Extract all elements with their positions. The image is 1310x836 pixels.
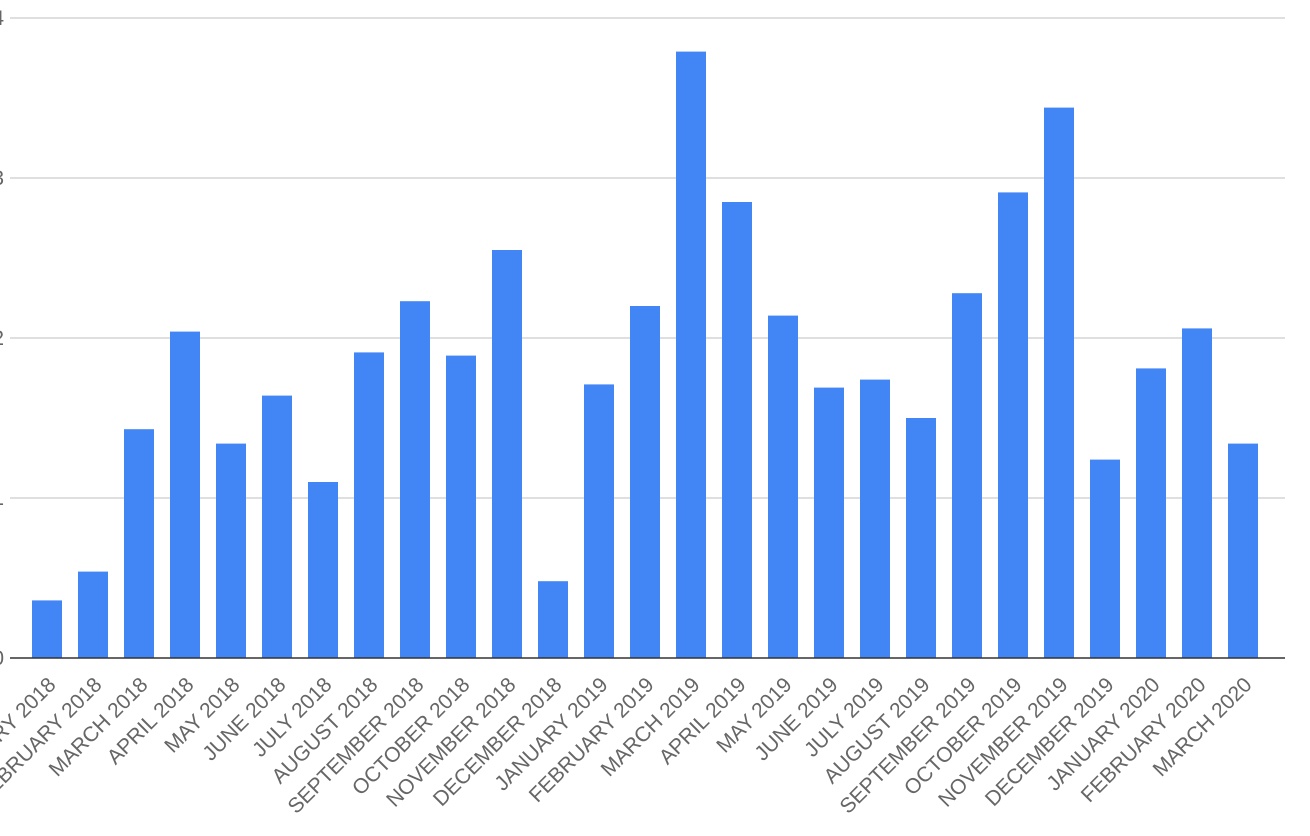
bar [1044,107,1074,659]
bar [1136,368,1166,658]
bar [170,331,200,658]
y-tick-label: 3 [0,167,4,190]
bar [998,192,1028,658]
bar [722,202,752,658]
y-tick-label: 4 [0,7,4,30]
bar [124,429,154,658]
y-tick-label: 0 [0,647,4,670]
bar [400,301,430,658]
bars [32,51,1258,659]
bar [952,293,982,658]
y-axis-tick-labels: 0 1 2 3 4 [0,7,4,670]
bar [906,418,936,658]
bar [584,384,614,658]
bar [860,379,890,658]
y-tick-label: 1 [0,487,4,510]
bar [538,581,568,658]
bar [630,306,660,658]
bar [814,387,844,658]
bar [492,250,522,658]
bar [262,395,292,658]
bar [1228,443,1258,658]
bar [768,315,798,658]
bar [216,443,246,658]
y-tick-label: 2 [0,327,4,350]
bar [1182,328,1212,658]
bar [446,355,476,658]
bar [354,352,384,658]
bar [676,51,706,659]
bar [1090,459,1120,658]
bar [32,600,62,658]
bar [78,571,108,658]
bar [308,482,338,658]
